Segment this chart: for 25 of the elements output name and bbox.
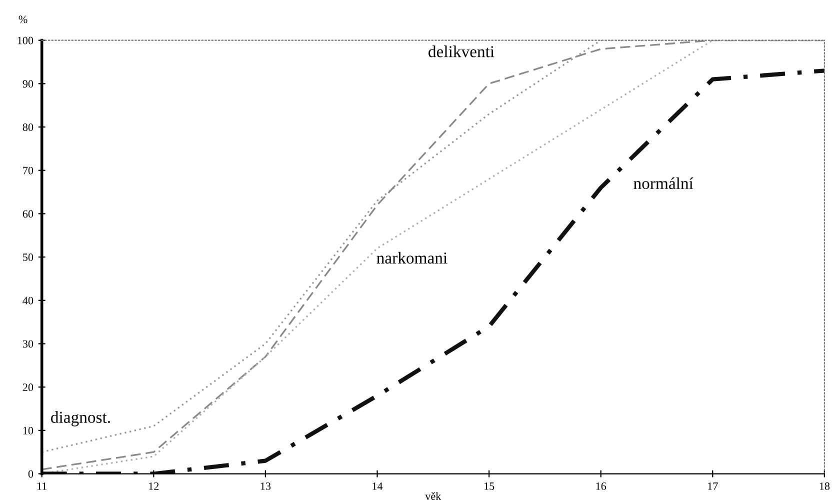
y-tick-label: 0 bbox=[28, 470, 34, 478]
series-label: normální bbox=[634, 177, 694, 190]
x-axis-title: věk bbox=[425, 492, 442, 500]
y-tick-label: 10 bbox=[23, 426, 34, 434]
y-tick-label: 40 bbox=[22, 296, 34, 304]
y-tick-label: 60 bbox=[22, 210, 34, 218]
x-tick-label: 11 bbox=[37, 482, 47, 490]
y-tick-label: 90 bbox=[22, 80, 34, 88]
y-tick-label: 80 bbox=[22, 123, 34, 131]
x-tick-label: 17 bbox=[708, 482, 718, 490]
y-tick-label: 30 bbox=[22, 340, 34, 348]
y-axis-title: % bbox=[18, 16, 28, 24]
y-tick-label: 50 bbox=[23, 254, 34, 262]
series-label: narkomani bbox=[376, 252, 448, 264]
y-tick-label: 70 bbox=[23, 166, 34, 174]
y-tick-label: 100 bbox=[18, 36, 34, 44]
x-tick-label: 18 bbox=[820, 482, 830, 490]
x-tick-label: 13 bbox=[260, 482, 271, 490]
x-tick-label: 14 bbox=[372, 482, 383, 490]
x-tick-label: 15 bbox=[484, 482, 494, 490]
series-label: delikventi bbox=[428, 46, 494, 58]
series-label: diagnost. bbox=[51, 411, 110, 426]
x-tick-label: 16 bbox=[596, 482, 606, 490]
x-tick-label: 12 bbox=[149, 482, 159, 490]
y-tick-label: 20 bbox=[22, 384, 34, 392]
